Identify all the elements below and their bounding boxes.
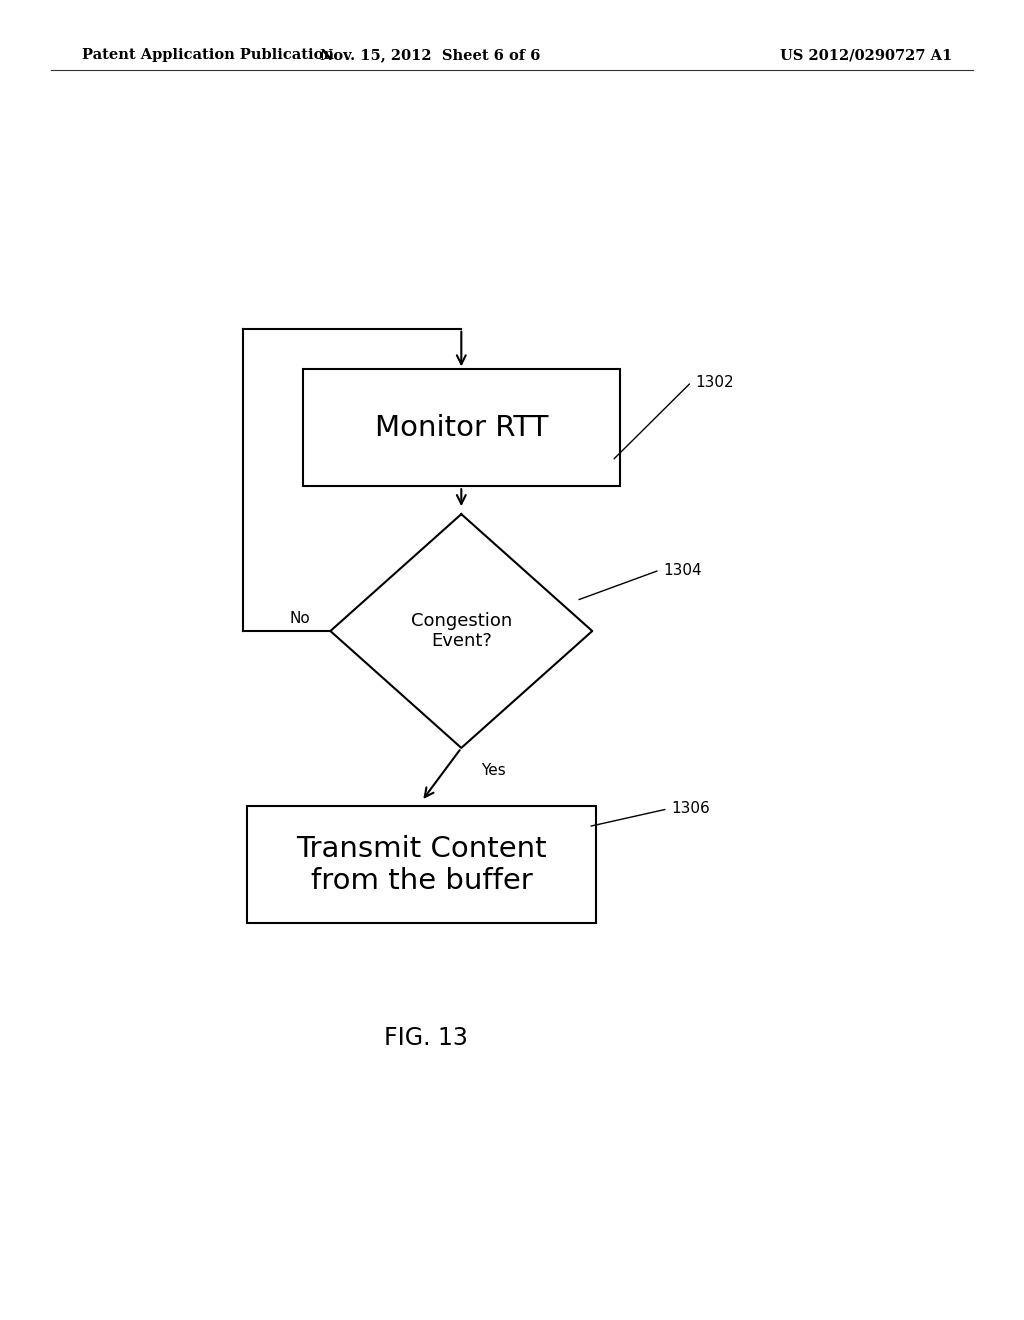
Text: 1306: 1306 [672, 801, 711, 816]
Text: Monitor RTT: Monitor RTT [375, 413, 548, 442]
Text: No: No [290, 611, 310, 626]
Text: FIG. 13: FIG. 13 [384, 1026, 468, 1049]
Text: Transmit Content
from the buffer: Transmit Content from the buffer [296, 834, 547, 895]
Text: 1304: 1304 [664, 562, 702, 578]
Polygon shape [331, 515, 592, 748]
Text: Yes: Yes [481, 763, 506, 779]
Bar [247, 807, 596, 923]
Text: 1302: 1302 [695, 375, 734, 389]
Text: Patent Application Publication: Patent Application Publication [82, 49, 334, 62]
Text: Congestion
Event?: Congestion Event? [411, 611, 512, 651]
Text: Nov. 15, 2012  Sheet 6 of 6: Nov. 15, 2012 Sheet 6 of 6 [319, 49, 541, 62]
Bar [303, 370, 621, 486]
Text: US 2012/0290727 A1: US 2012/0290727 A1 [780, 49, 952, 62]
